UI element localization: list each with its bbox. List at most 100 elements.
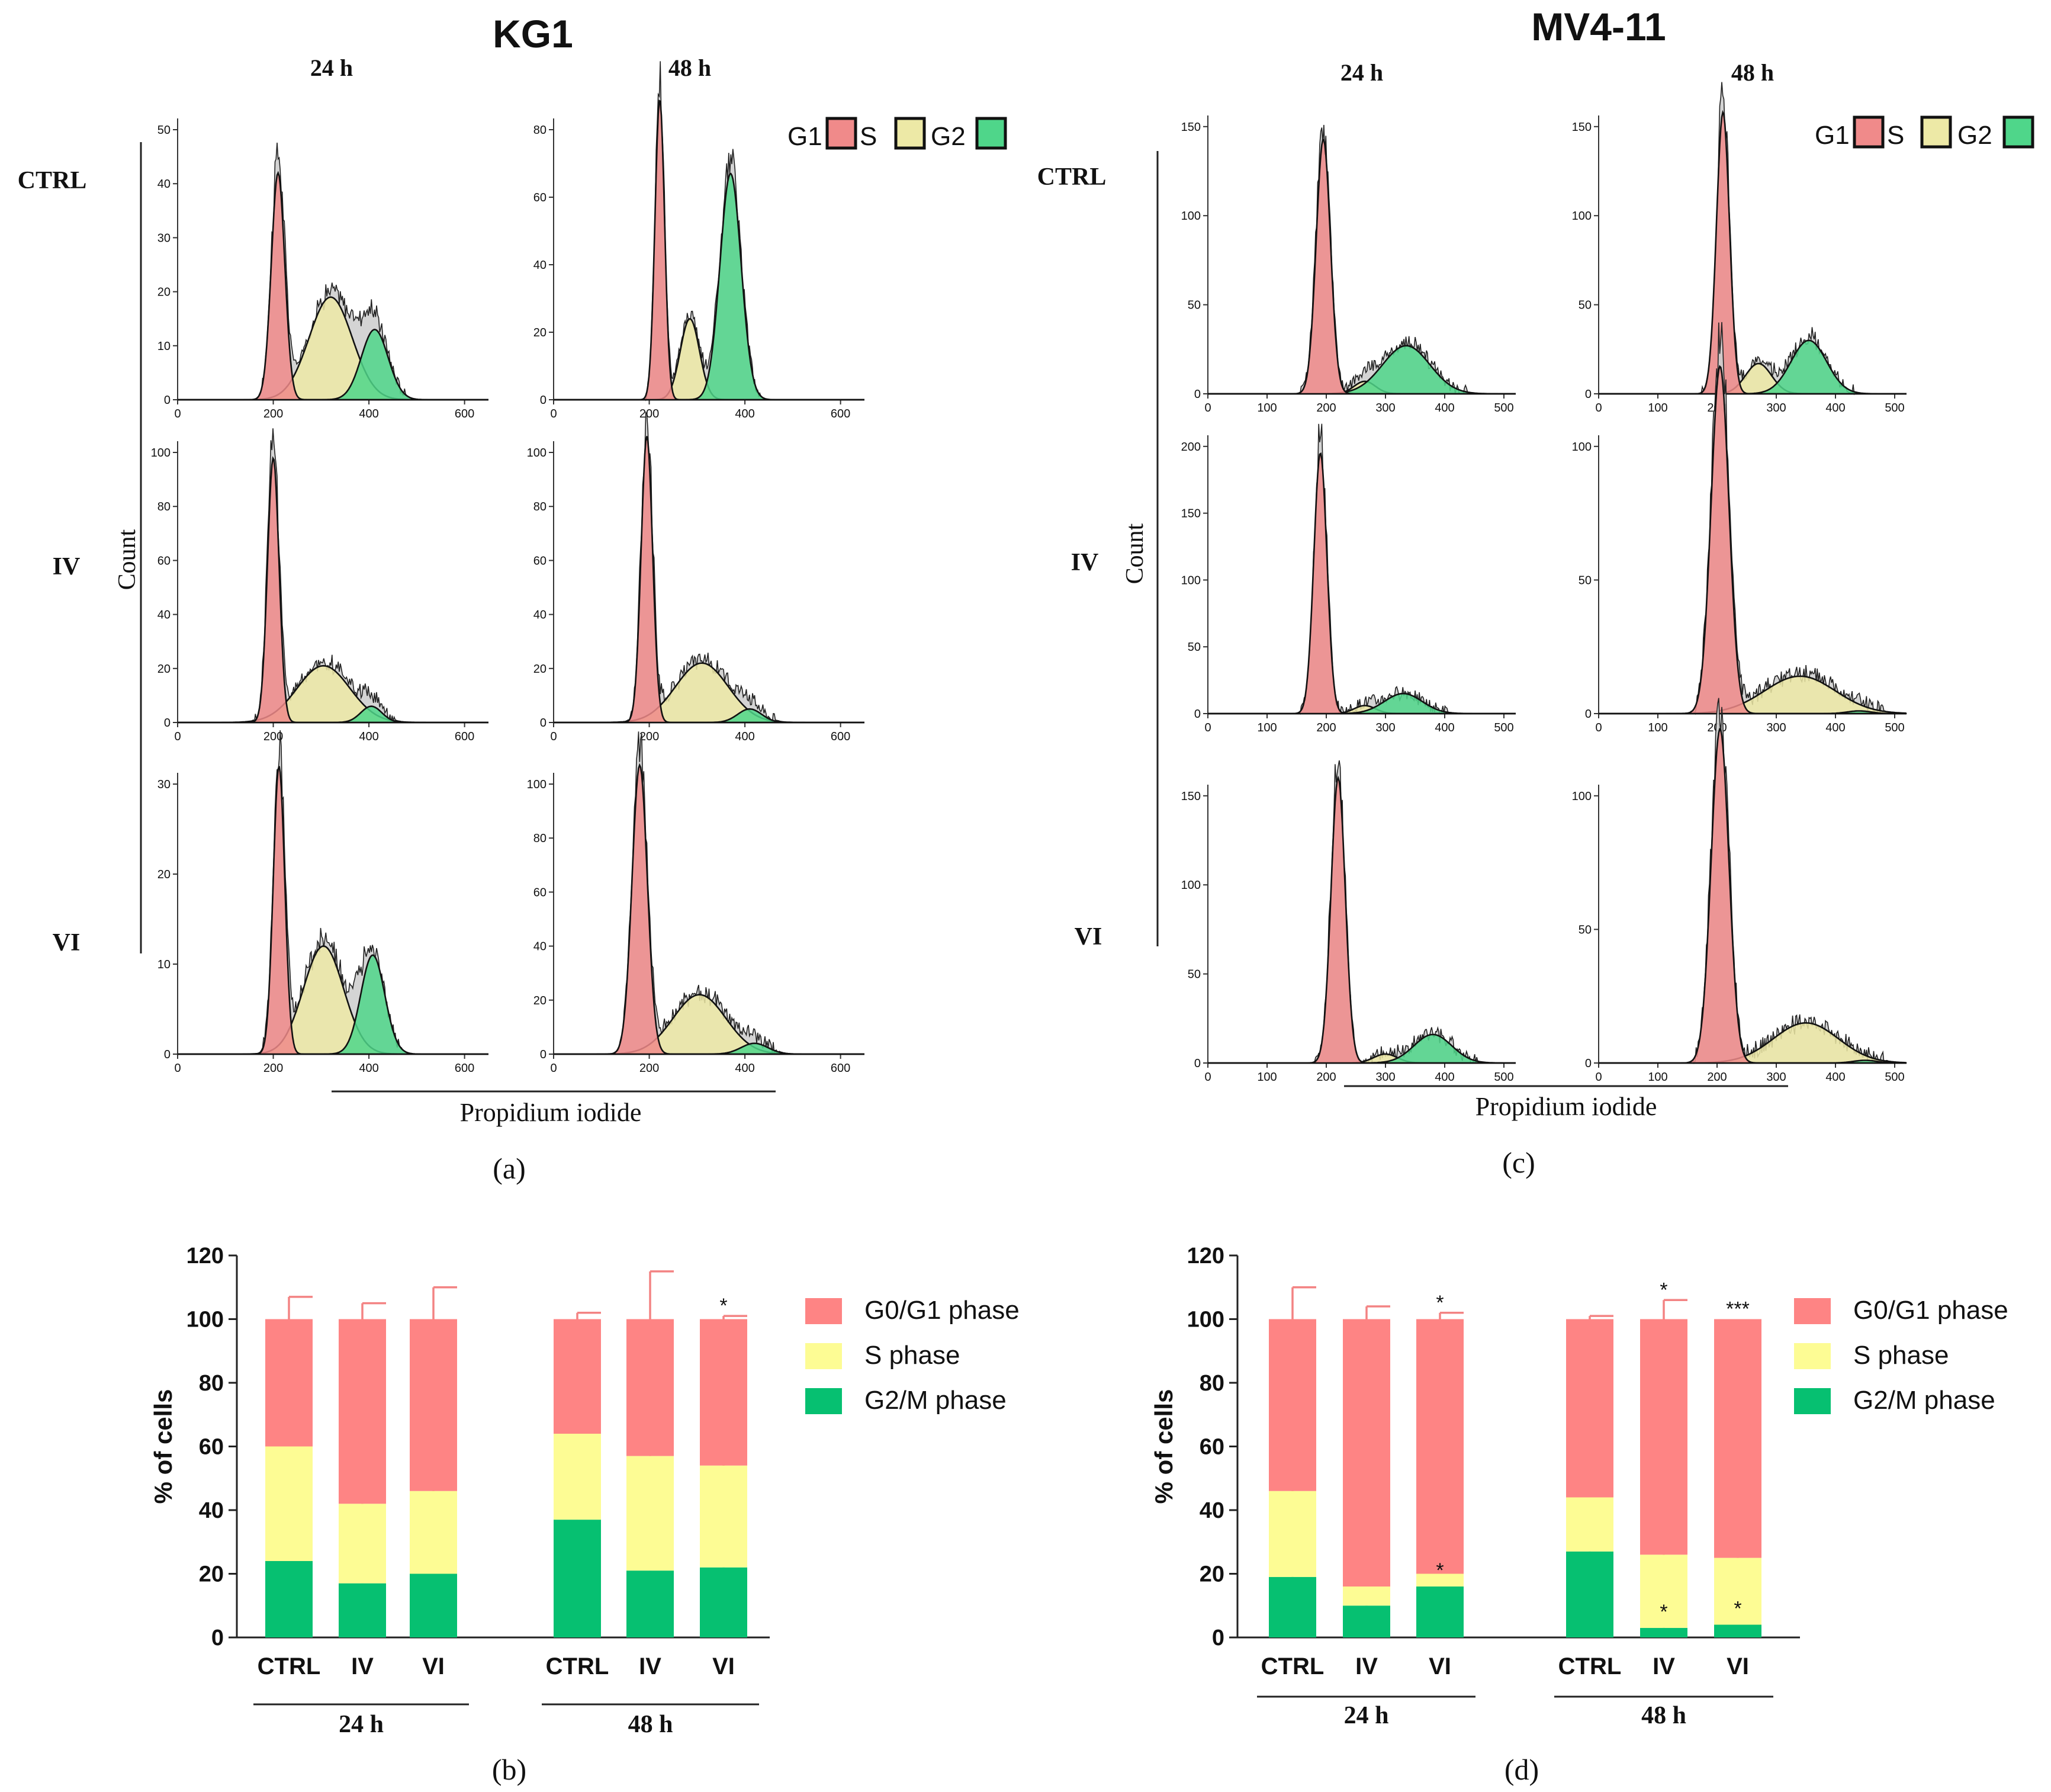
bar-chart-layer: 0 20 40 60 80 100 120 % of cells CTRL IV VI CTRL IV V… — [149, 1244, 2008, 1738]
y-tick-label: 200 — [1181, 441, 1201, 454]
x-tick-label: 400 — [359, 407, 378, 420]
bar-segment-g2-m-phase — [626, 1571, 674, 1637]
y-tick-label: 80 — [1200, 1371, 1224, 1396]
bar-segment-g2-m-phase — [554, 1520, 601, 1637]
bar-segment-s-phase — [1416, 1573, 1464, 1587]
category-label: IV — [351, 1653, 374, 1679]
legend-s-label: S — [1887, 121, 1904, 150]
bar-segment-s-phase — [626, 1456, 674, 1571]
y-tick-label: 0 — [164, 717, 171, 730]
x-tick-label: 100 — [1257, 721, 1277, 734]
x-tick-label: 300 — [1766, 721, 1786, 734]
s-phase-fit — [554, 994, 864, 1055]
group-label: 48 h — [628, 1711, 673, 1738]
y-tick-label: 60 — [533, 886, 546, 899]
significance-marker: * — [1660, 1279, 1667, 1301]
y-tick-label: 80 — [157, 500, 171, 513]
y-tick-label: 10 — [157, 340, 171, 353]
bar-segment-s-phase — [1640, 1555, 1687, 1628]
x-tick-label: 600 — [455, 730, 474, 743]
panel-c-legend: G1 S G2 — [1815, 115, 2034, 150]
y-tick-label: 150 — [1572, 121, 1592, 134]
y-tick-label: 0 — [164, 1048, 171, 1061]
y-tick-label: 150 — [1181, 790, 1201, 803]
bar-segment-g2-m-phase — [1566, 1551, 1613, 1637]
panel-c-row-label-vi: VI — [1075, 923, 1102, 950]
raw-histogram-line — [1208, 124, 1515, 394]
y-tick-label: 20 — [533, 663, 546, 676]
category-label: CTRL — [546, 1653, 609, 1679]
y-tick-label: 0 — [540, 717, 546, 730]
bar-chart-b: 0 20 40 60 80 100 120 % of cells CTRL IV VI CTRL IV V… — [149, 1244, 1020, 1738]
x-tick-label: 0 — [174, 1062, 181, 1075]
significance-marker: * — [1660, 1601, 1667, 1623]
legend-swatch — [1794, 1343, 1831, 1369]
bar-segment-g2-m-phase — [1640, 1627, 1687, 1637]
significance-marker: * — [719, 1295, 727, 1317]
y-tick-label: 60 — [157, 554, 171, 567]
y-tick-label: 100 — [1181, 574, 1201, 587]
y-tick-label: 50 — [1579, 574, 1592, 587]
bar-segment-g2-m-phase — [265, 1561, 313, 1637]
bar-segment-g2-m-phase — [339, 1583, 386, 1637]
y-tick-label: 100 — [1181, 210, 1201, 223]
g1-phase-fit — [554, 436, 864, 724]
y-tick-label: 120 — [1187, 1244, 1224, 1268]
x-tick-label: 500 — [1885, 1071, 1904, 1084]
y-tick-label: 0 — [540, 394, 546, 407]
y-tick-label: 0 — [1585, 708, 1592, 721]
panel-a-row-label-iv: IV — [53, 553, 81, 580]
histogram-c-vi-24h: 0 50 100 150 0 100 200 300 400 500 — [1181, 760, 1516, 1084]
g1-phase-fit — [1208, 139, 1516, 395]
x-tick-label: 200 — [263, 730, 283, 743]
histogram-c-ctrl-24h: 0 50 100 150 0 100 200 300 400 500 — [1181, 115, 1516, 415]
x-tick-label: 400 — [1825, 721, 1845, 734]
y-tick-label: 100 — [151, 447, 171, 460]
y-tick-label: 20 — [157, 868, 171, 881]
raw-histogram-fill — [1599, 698, 1907, 1063]
significance-marker: *** — [1726, 1298, 1750, 1321]
panel-c-row-label-ctrl: CTRL — [1037, 163, 1107, 191]
bar-segment-s-phase — [1269, 1491, 1316, 1577]
bar-segment-g0-g1-phase — [1416, 1319, 1464, 1574]
category-label: IV — [1653, 1653, 1675, 1679]
y-tick-label: 0 — [164, 394, 171, 407]
y-tick-label: 0 — [1585, 1057, 1592, 1070]
y-tick-label: 50 — [1579, 299, 1592, 312]
bar-segment-g2-m-phase — [1343, 1605, 1390, 1637]
legend-label: G0/G1 phase — [1853, 1296, 2008, 1325]
panel-a-title: KG1 — [493, 12, 573, 56]
y-tick-label: 60 — [533, 191, 546, 204]
y-tick-label: 40 — [1200, 1498, 1224, 1523]
raw-histogram-line — [1208, 423, 1515, 715]
significance-marker: * — [1436, 1559, 1444, 1582]
g1-phase-fit — [554, 99, 864, 401]
bar-segment-g2-m-phase — [700, 1567, 747, 1637]
panel-a-col-label-48h: 48 h — [668, 54, 711, 81]
y-tick-label: 80 — [533, 500, 546, 513]
x-tick-label: 600 — [831, 730, 850, 743]
s-phase-fit — [178, 664, 488, 724]
x-tick-label: 200 — [1316, 1071, 1336, 1084]
x-tick-label: 100 — [1257, 1071, 1277, 1084]
x-tick-label: 0 — [550, 730, 557, 743]
y-tick-label: 50 — [1188, 968, 1201, 981]
g1-phase-fit — [1599, 365, 1907, 715]
panel-a-row-label-ctrl: CTRL — [18, 167, 87, 194]
panel-c-col-label-24h: 24 h — [1340, 59, 1383, 86]
y-tick-label: 150 — [1181, 121, 1201, 134]
category-label: CTRL — [258, 1653, 321, 1679]
x-tick-label: 100 — [1648, 1071, 1667, 1084]
legend-g2-swatch — [2002, 115, 2034, 149]
y-tick-label: 20 — [199, 1562, 224, 1587]
bar-segment-s-phase — [554, 1434, 601, 1520]
raw-histogram-line — [1208, 760, 1515, 1064]
x-tick-label: 100 — [1648, 402, 1667, 415]
s-phase-fit — [178, 296, 488, 401]
bar-segment-g0-g1-phase — [265, 1319, 313, 1447]
histogram-c-iv-24h: 0 50 100 150 200 0 100 200 300 400 500 — [1181, 423, 1516, 734]
y-tick-label: 40 — [533, 940, 546, 953]
bar-segment-g0-g1-phase — [339, 1319, 386, 1504]
x-tick-label: 100 — [1648, 721, 1667, 734]
